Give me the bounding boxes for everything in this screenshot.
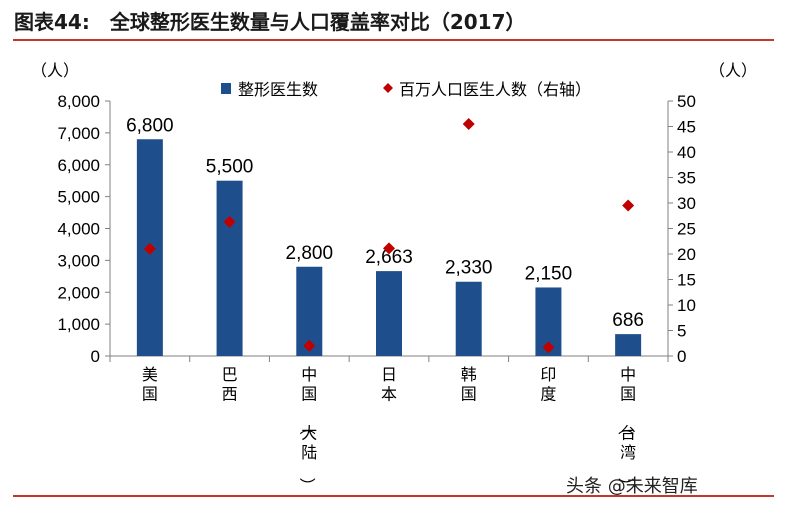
bar-value-label: 6,800 [126, 115, 174, 136]
marker-point [303, 339, 316, 352]
right-tick-label: 5 [677, 322, 686, 341]
right-tick-label: 15 [677, 271, 696, 290]
category-label: 美国 [142, 365, 158, 404]
bar-value-label: 2,663 [365, 247, 413, 268]
marker-point [223, 215, 236, 228]
footer-rule [13, 495, 774, 497]
title-rule [13, 39, 774, 41]
category-label: 日本 [381, 365, 397, 404]
bar [376, 271, 402, 356]
legend-bar-swatch [221, 83, 231, 94]
marker-point [462, 117, 475, 130]
legend-marker-swatch [383, 83, 393, 93]
right-tick-label: 25 [677, 220, 696, 239]
right-tick-label: 30 [677, 194, 696, 213]
left-tick-label: 6,000 [57, 156, 100, 175]
bar [455, 281, 482, 356]
bar-value-label: 2,330 [445, 258, 493, 279]
left-axis-unit: （人） [31, 61, 79, 80]
bars: 6,800 5,500 2,800 2,663 2,330 2,150 686 [126, 115, 644, 356]
right-tick-label: 10 [677, 296, 696, 315]
right-tick-label: 35 [677, 169, 696, 188]
left-tick-label: 1,000 [57, 315, 100, 334]
right-tick-label: 50 [677, 92, 696, 111]
category-label: 印度 [540, 365, 556, 404]
bar-value-label: 5,500 [206, 157, 254, 178]
right-axis-unit: （人） [709, 61, 757, 80]
left-tick-label: 3,000 [57, 251, 100, 270]
page-title: 图表44: 全球整形医生数量与人口覆盖率对比（2017） [14, 10, 526, 34]
left-tick-label: 2,000 [57, 283, 100, 302]
markers [143, 117, 635, 354]
marker-point [383, 242, 395, 255]
bar-value-label: 686 [612, 310, 644, 331]
legend-bar-label: 整形医生数 [238, 80, 318, 99]
bar [216, 180, 243, 356]
legend-marker-label: 百万人口医生人数（右轴） [399, 80, 591, 99]
right-tick-label: 40 [677, 143, 696, 162]
right-tick-label: 0 [677, 347, 686, 366]
legend: 整形医生数 百万人口医生人数（右轴） [221, 80, 591, 99]
axes: 0 1,000 2,000 3,000 4,000 5,000 6,000 7,000 8,00… [31, 61, 757, 494]
marker-point [622, 199, 635, 212]
category-label: 韩国 [461, 365, 477, 404]
category-label: 中国（大陆） [297, 365, 317, 494]
left-tick-label: 8,000 [57, 92, 100, 111]
bar-value-label: 2,150 [525, 263, 573, 284]
left-tick-label: 0 [91, 347, 100, 366]
marker-point [143, 242, 156, 255]
watermark: 头条 @未来智库 [566, 476, 698, 497]
category-label: 巴西 [222, 365, 238, 404]
left-tick-label: 5,000 [57, 188, 100, 207]
right-tick-label: 45 [677, 118, 696, 137]
right-tick-label: 20 [677, 245, 696, 264]
left-tick-label: 4,000 [57, 220, 100, 239]
bar-value-label: 2,800 [286, 243, 334, 264]
marker-point [542, 341, 555, 354]
category-label: 中国（台湾） [616, 365, 636, 494]
bar [615, 334, 642, 356]
left-tick-label: 7,000 [57, 124, 100, 143]
